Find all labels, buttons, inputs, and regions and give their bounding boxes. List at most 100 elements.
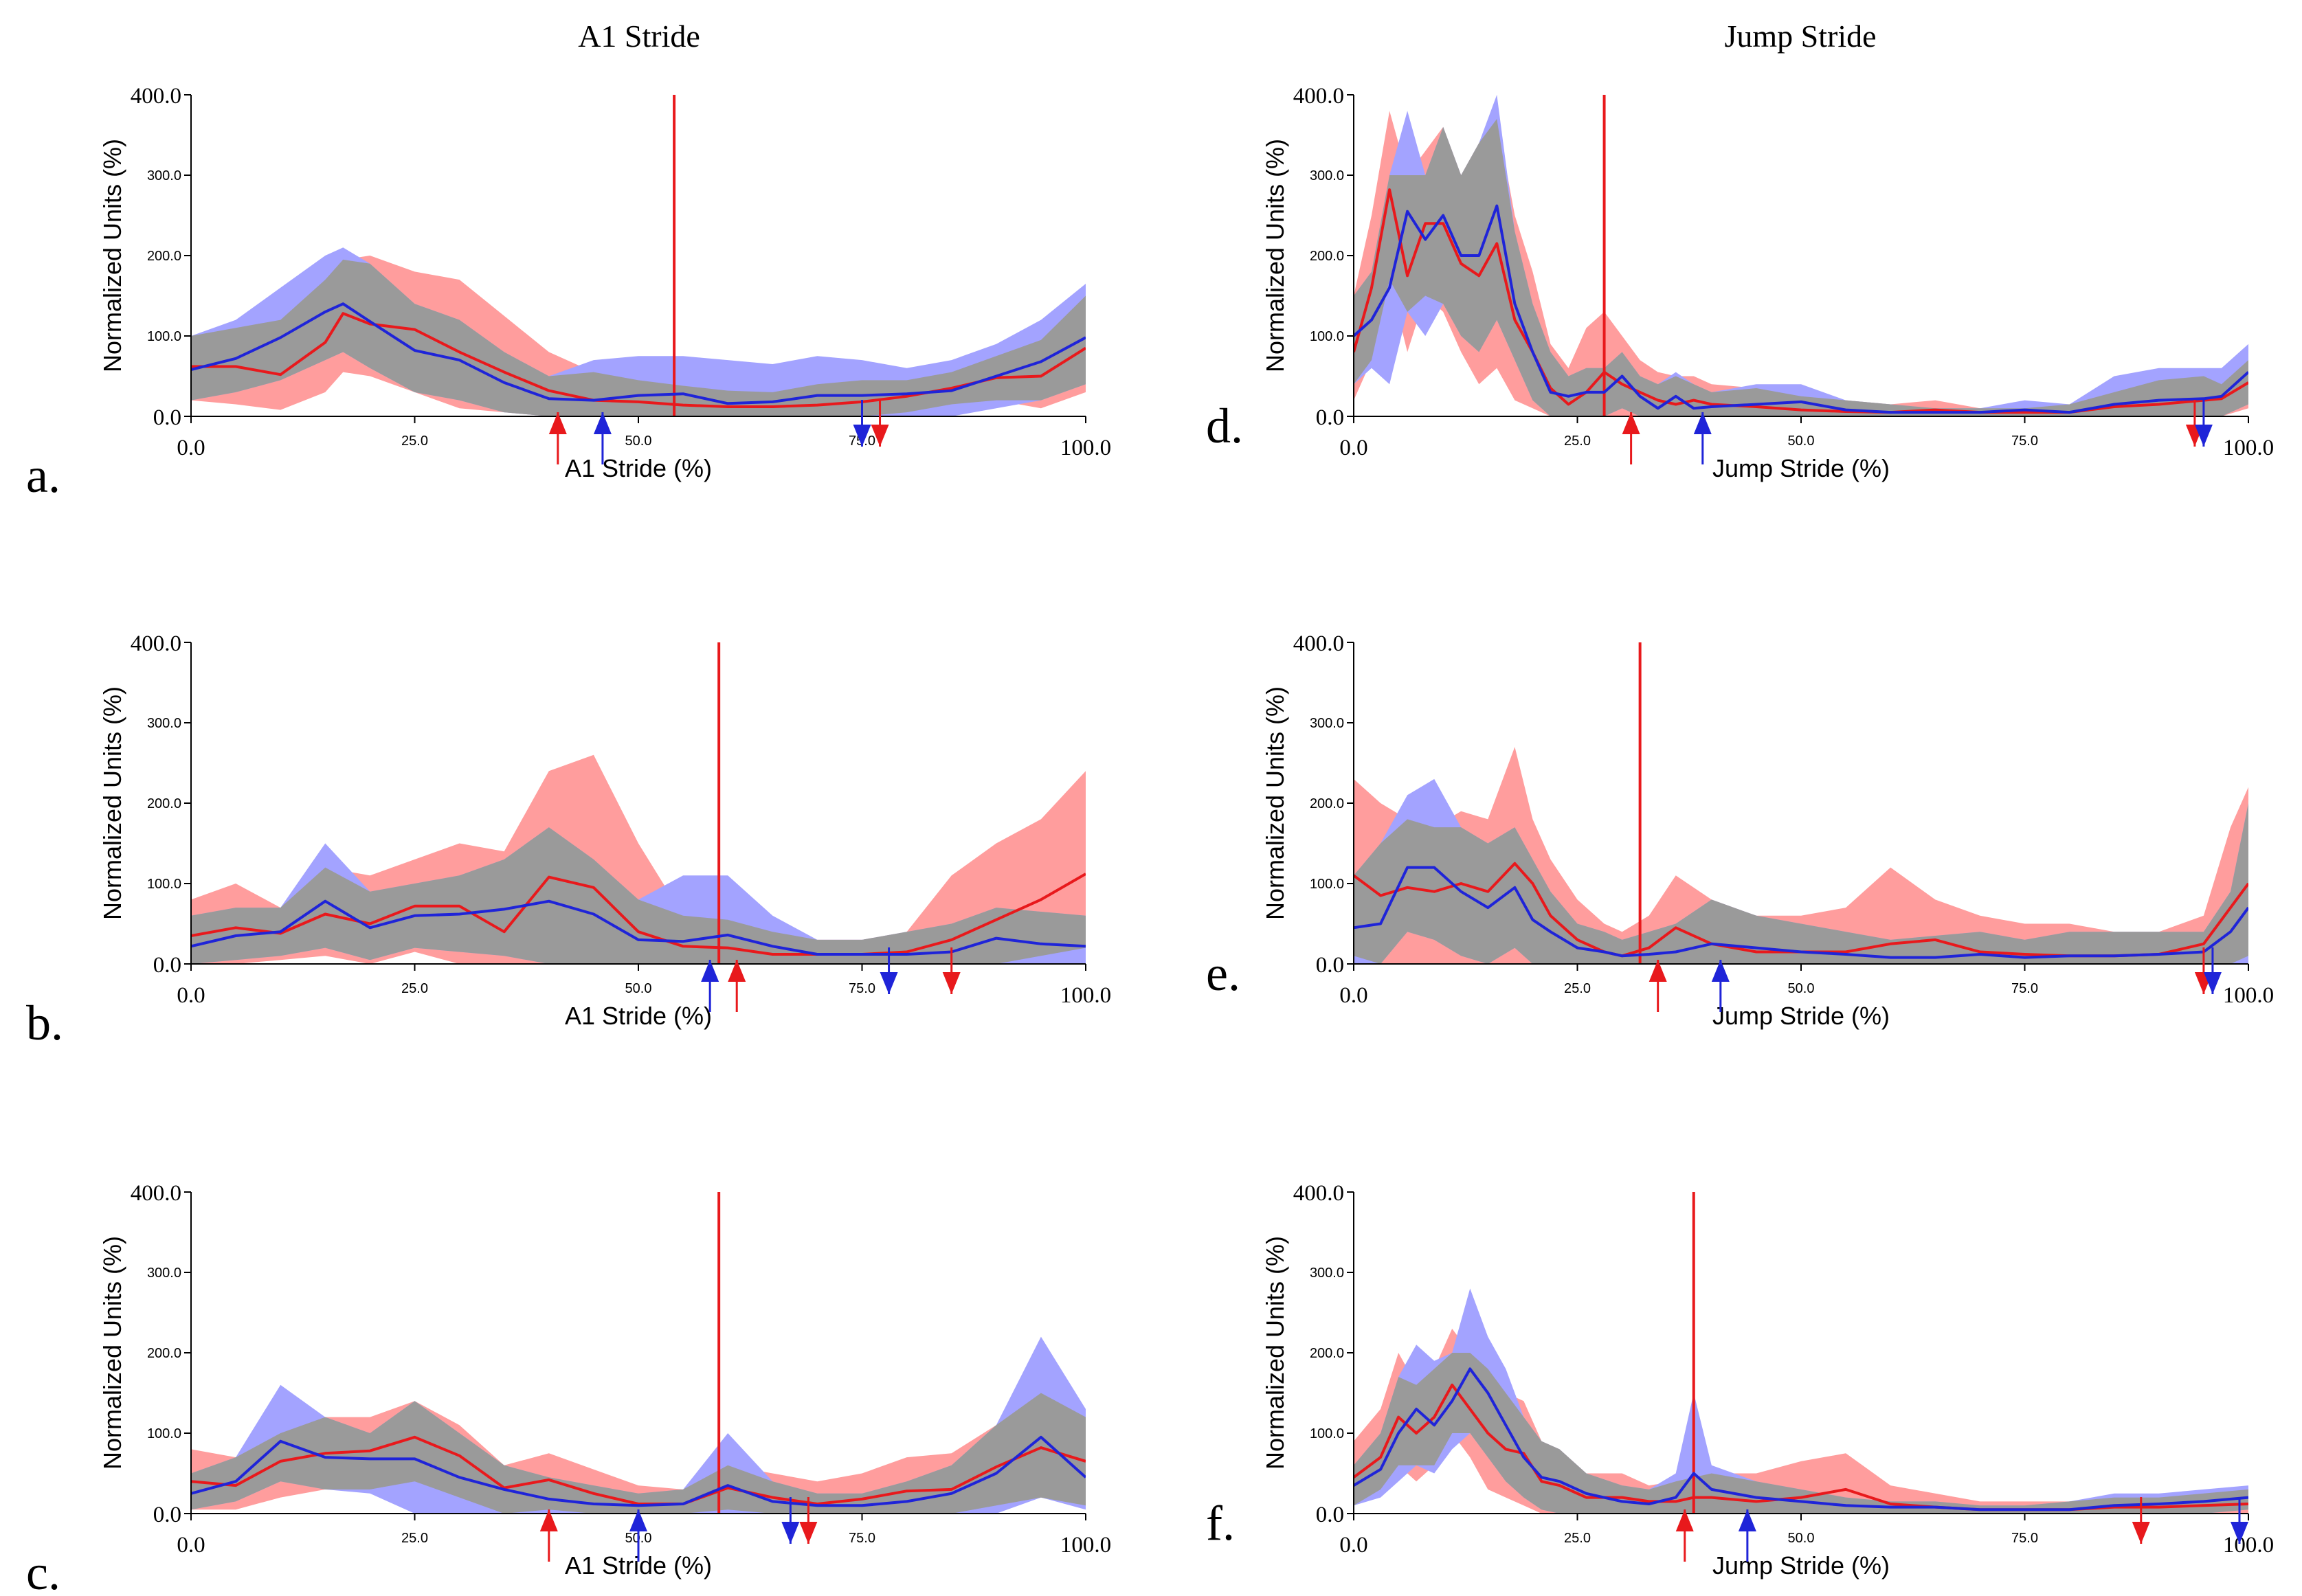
panels: 0.0 100.0 200.0 300.0 400.0 0.0 25.0 50.0 75.0 10… [26,84,2274,1596]
overlap-sd-band [1354,119,2248,416]
arrow-head [2194,425,2213,447]
y-tick-label: 400.0 [131,1181,181,1206]
red-up-arrow-marker [1622,412,1640,464]
panel-letter: a. [26,448,60,503]
arrow-head [593,412,612,434]
overlap-sd-band [1354,1353,2248,1514]
overlap-sd-band [191,1393,1086,1514]
red-down-arrow-marker [871,400,889,447]
arrow-head [1711,960,1730,982]
blue-mean-line [1354,866,2248,959]
y-tick-label: 100.0 [1310,877,1344,892]
y-tick-label: 400.0 [1293,1181,1344,1206]
blue-up-arrow-marker [1693,412,1712,464]
x-tick-label: 50.0 [1788,981,1815,996]
arrow-head [1738,1509,1756,1531]
red-down-arrow-marker [942,947,961,994]
x-tick-label: 25.0 [1564,1531,1591,1546]
plot-area [1354,642,2248,964]
panel-letter: f. [1206,1496,1235,1551]
y-axis-label: Normalized Units (%) [1261,686,1289,920]
blue-up-arrow-marker [1738,1509,1756,1562]
blue-down-arrow-marker [781,1497,800,1544]
x-tick-label: 25.0 [401,434,428,449]
blue-mean-line [1354,204,2248,414]
y-tick-label: 0.0 [1316,953,1344,978]
y-tick-label: 300.0 [147,168,181,183]
x-tick-label: 75.0 [849,1531,875,1546]
blue-down-arrow-marker [853,400,871,447]
arrow-head [781,1522,800,1544]
y-tick-label: 0.0 [153,953,181,978]
blue-down-arrow-marker [2194,400,2213,447]
plot-area [191,642,1086,964]
x-tick-label: 100.0 [1060,436,1111,460]
y-tick-label: 400.0 [1293,84,1344,109]
x-axis-label: Jump Stride (%) [1712,454,1890,482]
arrow-head [871,425,889,447]
arrow-head [1649,960,1667,982]
plot-area [1354,1192,2248,1514]
x-tick-label: 25.0 [1564,981,1591,996]
blue-mean-line [191,1435,1086,1507]
y-tick-label: 100.0 [147,329,181,344]
blue-mean-line [1354,1367,2248,1511]
arrow-head [629,1509,647,1531]
overlap-sd-band [191,259,1086,416]
red-down-arrow-marker [2132,1497,2150,1544]
x-tick-label: 0.0 [177,436,205,460]
blue-down-arrow-marker [880,947,898,994]
x-tick-label: 0.0 [177,1533,205,1558]
y-tick-label: 0.0 [153,1503,181,1527]
x-axis-label: A1 Stride (%) [565,1002,712,1030]
plot-area [191,1192,1086,1514]
overlap-sd-band [1354,803,2248,964]
x-tick-label: 100.0 [1060,1533,1111,1558]
y-tick-label: 400.0 [131,631,181,656]
column-title-jump: Jump Stride [1724,19,1876,54]
y-axis-label: Normalized Units (%) [98,686,126,920]
y-tick-label: 200.0 [147,249,181,264]
y-tick-label: 300.0 [147,1266,181,1281]
red-up-arrow-marker [548,412,567,464]
blue-down-arrow-marker [2230,1497,2248,1544]
x-tick-label: 75.0 [2011,1531,2038,1546]
x-tick-label: 50.0 [1788,434,1815,449]
arrow-head [2132,1522,2150,1544]
x-tick-label: 100.0 [1060,983,1111,1008]
x-tick-label: 25.0 [1564,434,1591,449]
arrow-head [799,1522,818,1544]
arrow-head [728,960,746,982]
x-axis-label: Jump Stride (%) [1712,1002,1890,1030]
arrow-head [1675,1509,1694,1531]
y-tick-label: 300.0 [1310,168,1344,183]
blue-up-arrow-marker [701,960,719,1012]
panel-letter: e. [1206,946,1240,1001]
y-tick-label: 0.0 [153,405,181,430]
blue-up-arrow-marker [593,412,612,464]
red-down-arrow-marker [799,1497,818,1544]
y-tick-label: 100.0 [147,877,181,892]
x-tick-label: 50.0 [1788,1531,1815,1546]
y-tick-label: 100.0 [1310,1426,1344,1441]
y-tick-label: 400.0 [131,84,181,109]
x-tick-label: 75.0 [2011,434,2038,449]
blue-mean-line [191,899,1086,956]
x-tick-label: 50.0 [625,434,652,449]
y-tick-label: 400.0 [1293,631,1344,656]
arrow-head [1622,412,1640,434]
y-tick-label: 100.0 [1310,329,1344,344]
arrow-head [880,972,898,994]
red-up-arrow-marker [728,960,746,1012]
x-tick-label: 0.0 [1339,983,1367,1008]
y-tick-label: 0.0 [1316,405,1344,430]
y-tick-label: 300.0 [1310,1266,1344,1281]
y-tick-label: 200.0 [1310,249,1344,264]
arrow-head [1693,412,1712,434]
arrow-head [2203,972,2222,994]
y-tick-label: 200.0 [147,1346,181,1361]
x-tick-label: 100.0 [2223,983,2274,1008]
x-tick-label: 100.0 [2223,436,2274,460]
chart-panel-d: 0.0 100.0 200.0 300.0 400.0 0.0 25.0 50.0 75.0 10… [1206,84,2274,482]
arrow-head [548,412,567,434]
